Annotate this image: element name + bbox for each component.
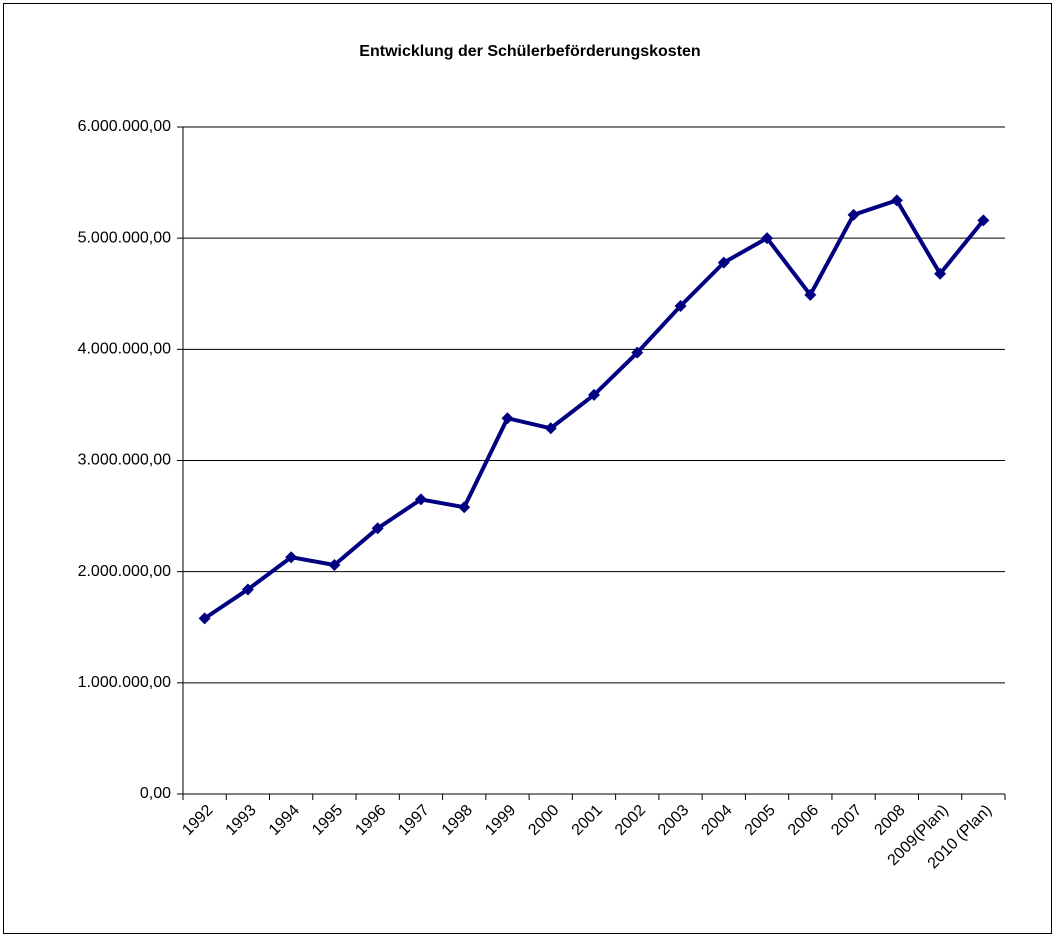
y-tick-label: 6.000.000,00 [78,118,172,135]
marker [717,256,730,269]
y-tick-label: 1.000.000,00 [78,674,172,691]
marker [588,388,600,401]
y-tick-label: 2.000.000,00 [78,563,172,580]
marker [241,583,254,596]
marker [414,493,427,506]
marker [544,422,557,435]
marker [890,194,903,207]
chart-title: Entwicklung der Schülerbeförderungskoste… [359,43,700,60]
y-tick-label: 3.000.000,00 [78,452,172,469]
marker [847,208,860,221]
marker [674,299,687,312]
marker [761,232,774,245]
y-tick-label: 0,00 [140,785,171,802]
marker [328,558,341,571]
y-tick-label: 4.000.000,00 [78,341,172,358]
marker [631,346,644,359]
marker [285,551,298,564]
y-tick-label: 5.000.000,00 [78,229,172,246]
marker [977,214,990,227]
marker [198,612,211,625]
marker [934,267,947,280]
marker [458,501,471,514]
marker [501,412,514,425]
marker [371,522,384,535]
chart-border [3,3,1052,934]
marker [804,288,817,301]
